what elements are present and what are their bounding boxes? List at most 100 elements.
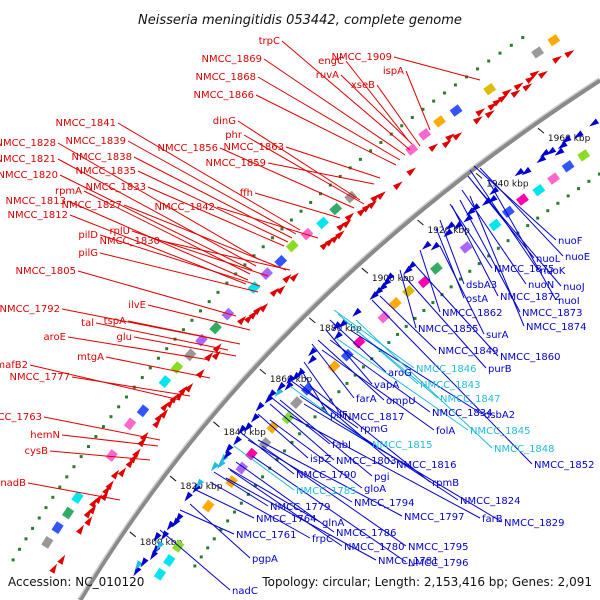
gene-label: NMCC_1827 — [61, 200, 122, 211]
gene-label: frpC — [312, 534, 333, 545]
map-title: Neisseria meningitidis 053442, complete … — [138, 13, 462, 28]
gene-label: NMCC_1843 — [420, 380, 481, 391]
reverse-gene — [296, 368, 306, 378]
reverse-gene — [589, 118, 600, 127]
gc-dot — [280, 227, 284, 231]
gc-dot — [506, 239, 510, 243]
reverse-gene — [276, 381, 286, 392]
forward-gene — [282, 274, 292, 284]
gene-label: NMCC_1852 — [534, 460, 595, 471]
gene-label: ruvA — [316, 70, 339, 81]
gene-label: NMCC_1873 — [522, 308, 583, 319]
reverse-gene — [307, 354, 317, 365]
forward-gene — [552, 55, 563, 64]
reverse-gene — [255, 401, 265, 412]
reverse-gene — [243, 422, 253, 432]
reverse-gene — [284, 381, 294, 391]
tick-mark — [537, 127, 545, 134]
gc-dot — [536, 216, 540, 220]
leader-line — [333, 309, 415, 369]
leader-line — [229, 469, 343, 547]
forward-gene — [392, 181, 403, 191]
leader-line — [329, 339, 431, 413]
gc-dot — [576, 187, 580, 191]
reverse-gene — [421, 240, 432, 250]
forward-gene — [406, 167, 417, 177]
gc-dot — [338, 174, 342, 178]
leader-line — [473, 165, 557, 241]
leader-line — [243, 134, 365, 205]
forward-gene — [132, 448, 141, 459]
gene-label: glu — [117, 332, 132, 343]
gc-dot — [498, 51, 502, 55]
leader-line — [405, 70, 431, 131]
gene-label: NMCC_1855 — [418, 324, 479, 335]
reverse-gene — [539, 148, 550, 158]
gc-dot — [206, 546, 210, 550]
forward-gene — [376, 191, 386, 200]
gene-label: NMCC_1785 — [296, 486, 357, 497]
gene-label: pilD — [78, 230, 98, 241]
cog-block — [235, 461, 248, 475]
leader-line — [43, 416, 161, 441]
gene-label: NMCC_1835 — [75, 166, 136, 177]
reverse-gene — [224, 443, 234, 454]
gene-label: NMCC_1862 — [442, 308, 503, 319]
gc-dot — [487, 254, 491, 258]
reverse-gene — [184, 491, 193, 502]
leader-line — [355, 319, 493, 449]
cog-block — [123, 417, 137, 431]
forward-gene — [335, 230, 345, 240]
leader-line — [179, 509, 235, 535]
gc-dot — [361, 365, 365, 369]
gene-label: engC — [318, 56, 344, 67]
gene-label: trpC — [259, 36, 280, 47]
forward-gene — [49, 563, 58, 574]
cog-block — [327, 360, 341, 373]
leader-line — [255, 94, 397, 166]
forward-gene — [441, 139, 452, 149]
gene-label: dsbA2 — [484, 410, 515, 421]
leader-line — [335, 337, 469, 431]
right-leader-lines — [159, 165, 564, 591]
gene-label: ispA — [383, 66, 404, 77]
reverse-gene — [134, 560, 143, 571]
gene-label: dinG — [213, 116, 236, 127]
gene-label: NMCC_1795 — [408, 542, 469, 553]
leader-line — [99, 234, 261, 287]
leader-line — [159, 529, 231, 591]
forward-gene — [522, 83, 533, 92]
leader-line — [435, 227, 465, 299]
gene-label: NMCC_1830 — [99, 236, 160, 247]
tick-mark — [169, 475, 177, 482]
gc-dot — [225, 281, 229, 285]
tick-mark — [129, 531, 137, 538]
cog-block — [449, 104, 463, 117]
forward-gene — [117, 467, 127, 478]
leader-line — [213, 471, 269, 507]
leader-line — [95, 322, 229, 351]
leader-line — [376, 84, 421, 147]
genome-backbone — [77, 77, 600, 600]
gene-label: NMCC_1820 — [0, 170, 58, 181]
gene-label: nuoE — [565, 252, 590, 263]
leader-line — [321, 349, 435, 431]
gene-label: ompU — [386, 396, 416, 407]
gc-dot — [79, 455, 83, 459]
cog-block — [290, 396, 303, 409]
gene-label: pilG — [78, 248, 98, 259]
gc-dot — [190, 318, 194, 322]
reverse-gene — [308, 347, 318, 357]
gc-dot — [358, 157, 362, 161]
cog-block — [547, 34, 561, 47]
gc-dot — [199, 555, 203, 559]
gc-dot — [253, 484, 257, 488]
gene-label: NMCC_1909 — [331, 52, 392, 63]
gene-label: NMCC_1792 — [0, 304, 60, 315]
gc-dot — [261, 475, 265, 479]
reverse-gene — [470, 203, 481, 212]
gene-label: cysB — [25, 446, 49, 457]
gc-dot — [86, 445, 90, 449]
reverse-gene — [521, 166, 532, 176]
